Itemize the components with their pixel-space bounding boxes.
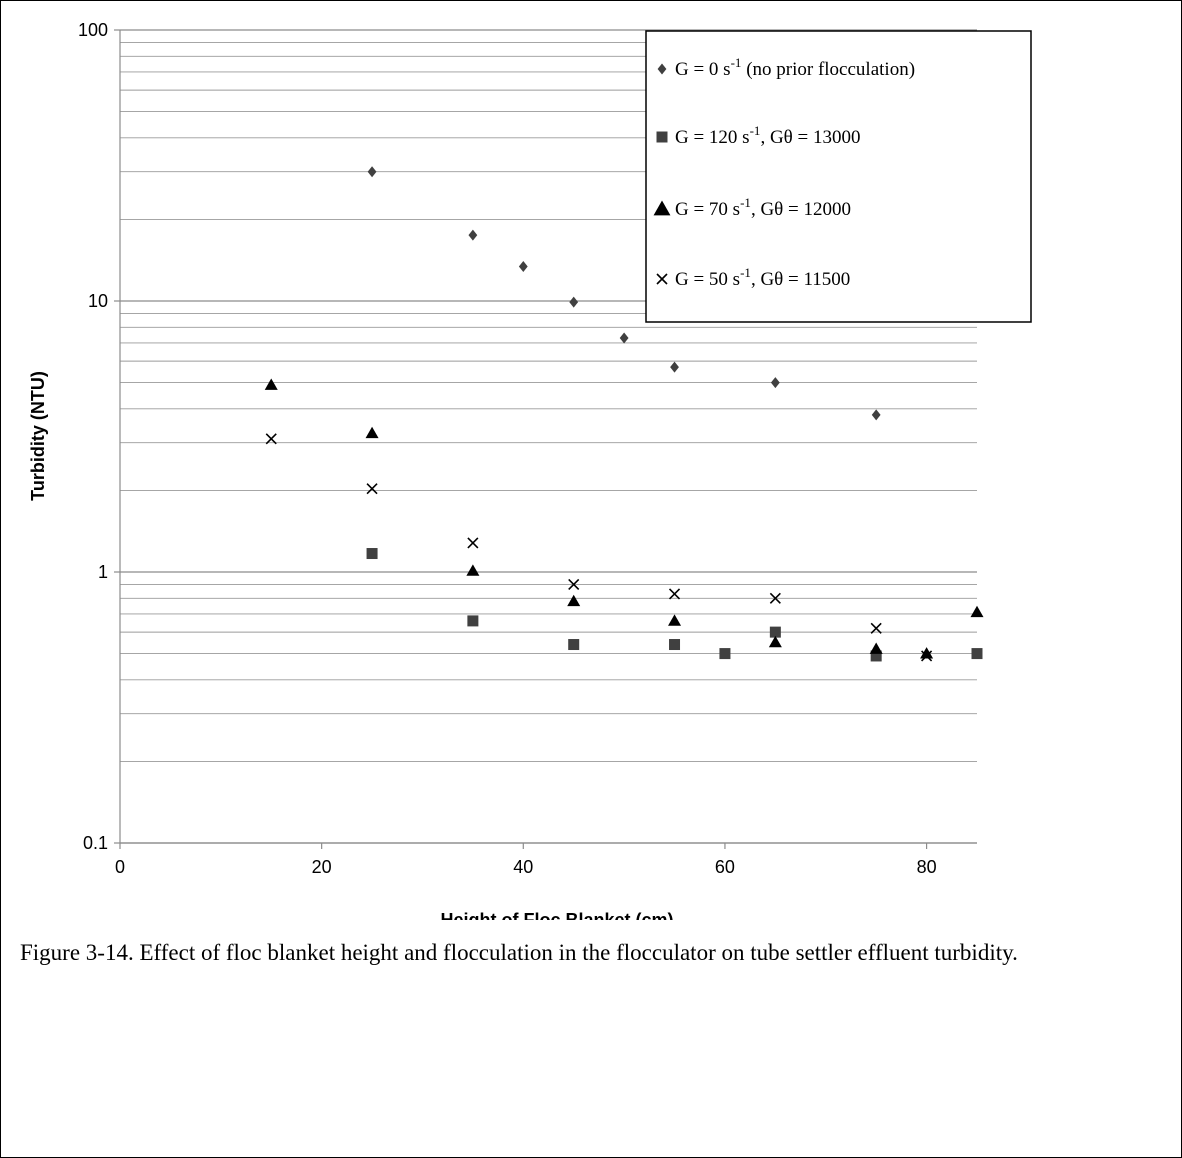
data-point-triangle	[970, 605, 984, 618]
data-point-triangle	[466, 564, 480, 576]
turbidity-chart: 0.1 1 10 100 0 20 40 60 80 Height of Floc Blanke…	[28, 20, 1032, 920]
data-point-cross	[265, 433, 277, 445]
x-tick-label: 60	[715, 857, 735, 877]
data-point-square	[669, 639, 681, 651]
data-point-cross	[769, 592, 781, 604]
grid-lines	[120, 29, 977, 844]
data-points	[264, 166, 984, 662]
data-point-diamond	[569, 296, 579, 308]
data-point-cross	[568, 578, 580, 590]
figure-caption: Figure 3-14. Effect of floc blanket heig…	[20, 940, 1018, 965]
data-point-cross	[870, 622, 882, 634]
data-point-diamond	[770, 377, 780, 389]
data-point-square	[719, 648, 731, 660]
legend-marker-cross	[656, 273, 668, 285]
x-tick-label: 40	[513, 857, 533, 877]
legend: G = 0 s-1 (no prior flocculation) G = 120…	[645, 30, 1032, 323]
data-point-triangle	[869, 642, 883, 654]
data-point-square	[870, 650, 882, 662]
data-point-diamond	[367, 166, 377, 178]
data-point-diamond	[518, 261, 528, 273]
data-point-diamond	[468, 229, 478, 241]
data-point-triangle	[365, 426, 379, 439]
y-tick-label: 10	[88, 291, 108, 311]
data-point-square	[971, 648, 983, 660]
data-point-cross	[467, 537, 479, 549]
data-point-cross	[366, 483, 378, 495]
data-point-square	[467, 615, 479, 627]
tick-labels: 0.1 1 10 100 0 20 40 60 80	[78, 20, 937, 877]
data-point-square	[769, 626, 781, 638]
x-tick-label: 0	[115, 857, 125, 877]
y-axis-title: Turbidity (NTU)	[28, 371, 48, 501]
y-tick-label: 0.1	[83, 833, 108, 853]
legend-label: G = 70 s-1, Gθ = 12000	[675, 195, 851, 220]
x-axis-title: Height of Floc Blanket (cm)	[440, 910, 673, 920]
legend-marker-diamond	[657, 63, 667, 75]
data-point-diamond	[871, 409, 881, 421]
data-point-square	[366, 548, 378, 560]
legend-label: G = 120 s-1, Gθ = 13000	[675, 123, 860, 148]
data-point-diamond	[670, 361, 679, 373]
data-point-triangle	[567, 594, 581, 607]
data-point-cross	[921, 650, 933, 662]
legend-marker-square	[656, 131, 668, 143]
x-tick-label: 80	[917, 857, 937, 877]
x-tick-label: 20	[312, 857, 332, 877]
data-point-cross	[668, 588, 681, 600]
data-point-triangle	[768, 635, 782, 648]
data-point-triangle	[668, 614, 682, 626]
y-tick-label: 1	[98, 562, 108, 582]
data-point-triangle	[920, 647, 934, 659]
legend-box	[645, 30, 1032, 323]
data-point-triangle	[264, 378, 278, 390]
data-point-diamond	[619, 332, 629, 344]
axes	[114, 29, 977, 849]
legend-marker-triangle	[653, 200, 671, 216]
legend-label: G = 50 s-1, Gθ = 11500	[675, 265, 850, 290]
legend-label: G = 0 s-1 (no prior flocculation)	[675, 55, 915, 80]
data-point-square	[568, 639, 580, 651]
y-tick-label: 100	[78, 20, 108, 40]
